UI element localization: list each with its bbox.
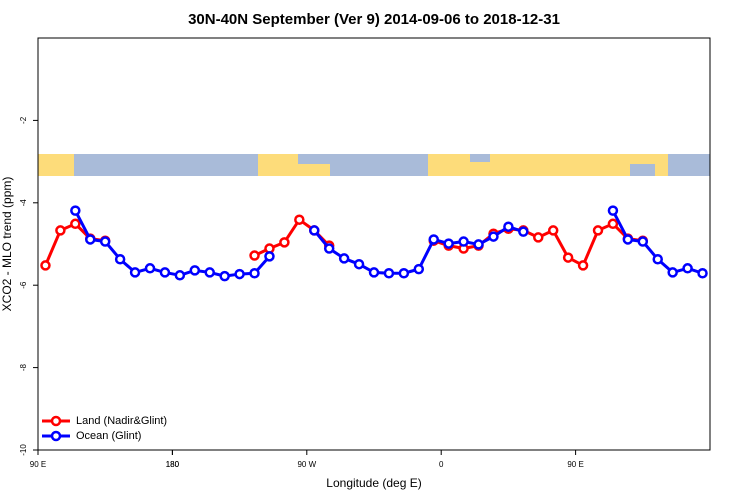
point [592,225,604,236]
point [204,267,215,278]
chart-title: 30N-40N September (Ver 9) 2014-09-06 to … [188,11,560,28]
point [309,225,320,236]
point [114,253,126,265]
point [637,236,649,247]
point [622,234,634,245]
point [398,268,410,279]
x-tick-label: 0 [439,460,444,469]
point [368,267,380,278]
y-axis-label: XCO2 - MLO trend (ppm) [0,177,14,312]
legend-label: Ocean (Glint) [76,430,141,442]
point [294,214,305,225]
point [667,267,678,278]
point [428,234,439,245]
x-tick-label: 180 [166,460,180,469]
legend-marker [50,415,62,427]
point [652,253,663,265]
point [503,221,514,232]
plot-frame [37,37,711,451]
point [607,205,619,216]
point [547,225,559,236]
y-tick-label: -8 [19,363,28,371]
point [249,268,260,279]
point [413,263,425,275]
point [323,243,335,254]
y-tick-label: -4 [19,199,28,207]
point [577,260,589,271]
point [488,231,499,242]
point [174,270,186,281]
series-line [74,209,704,278]
point [458,236,469,247]
y-tick-label: -2 [19,116,28,124]
legend-label: Land (Nadir&Glint) [76,415,167,427]
point [279,237,290,248]
point [189,265,201,276]
x-tick-label: 90 E [567,460,583,469]
point [697,268,708,279]
legend-marker [50,430,62,442]
y-tick-label: -6 [19,281,28,289]
point [443,238,454,249]
point [144,263,156,274]
point [70,218,81,230]
map-band [38,154,710,176]
y-tick-label: -10 [19,444,28,456]
point [383,268,395,279]
x-axis-label: Longitude (deg E) [326,476,421,490]
point [249,250,260,261]
point [234,268,245,280]
point [70,205,81,216]
point [264,251,275,262]
point [129,267,141,278]
point [353,258,365,270]
point [682,263,693,274]
point [159,267,171,278]
x-tick-label: 180 [166,460,180,469]
point [99,236,111,247]
x-tick-label: 90 W [297,460,316,469]
point [562,252,574,263]
point [219,270,230,282]
point [518,226,529,237]
point [55,225,66,236]
point [533,232,544,243]
x-tick-label: 90 E [30,460,46,469]
point [40,260,51,271]
point [85,234,96,245]
point [607,218,619,230]
point [338,253,350,264]
point [473,239,484,250]
